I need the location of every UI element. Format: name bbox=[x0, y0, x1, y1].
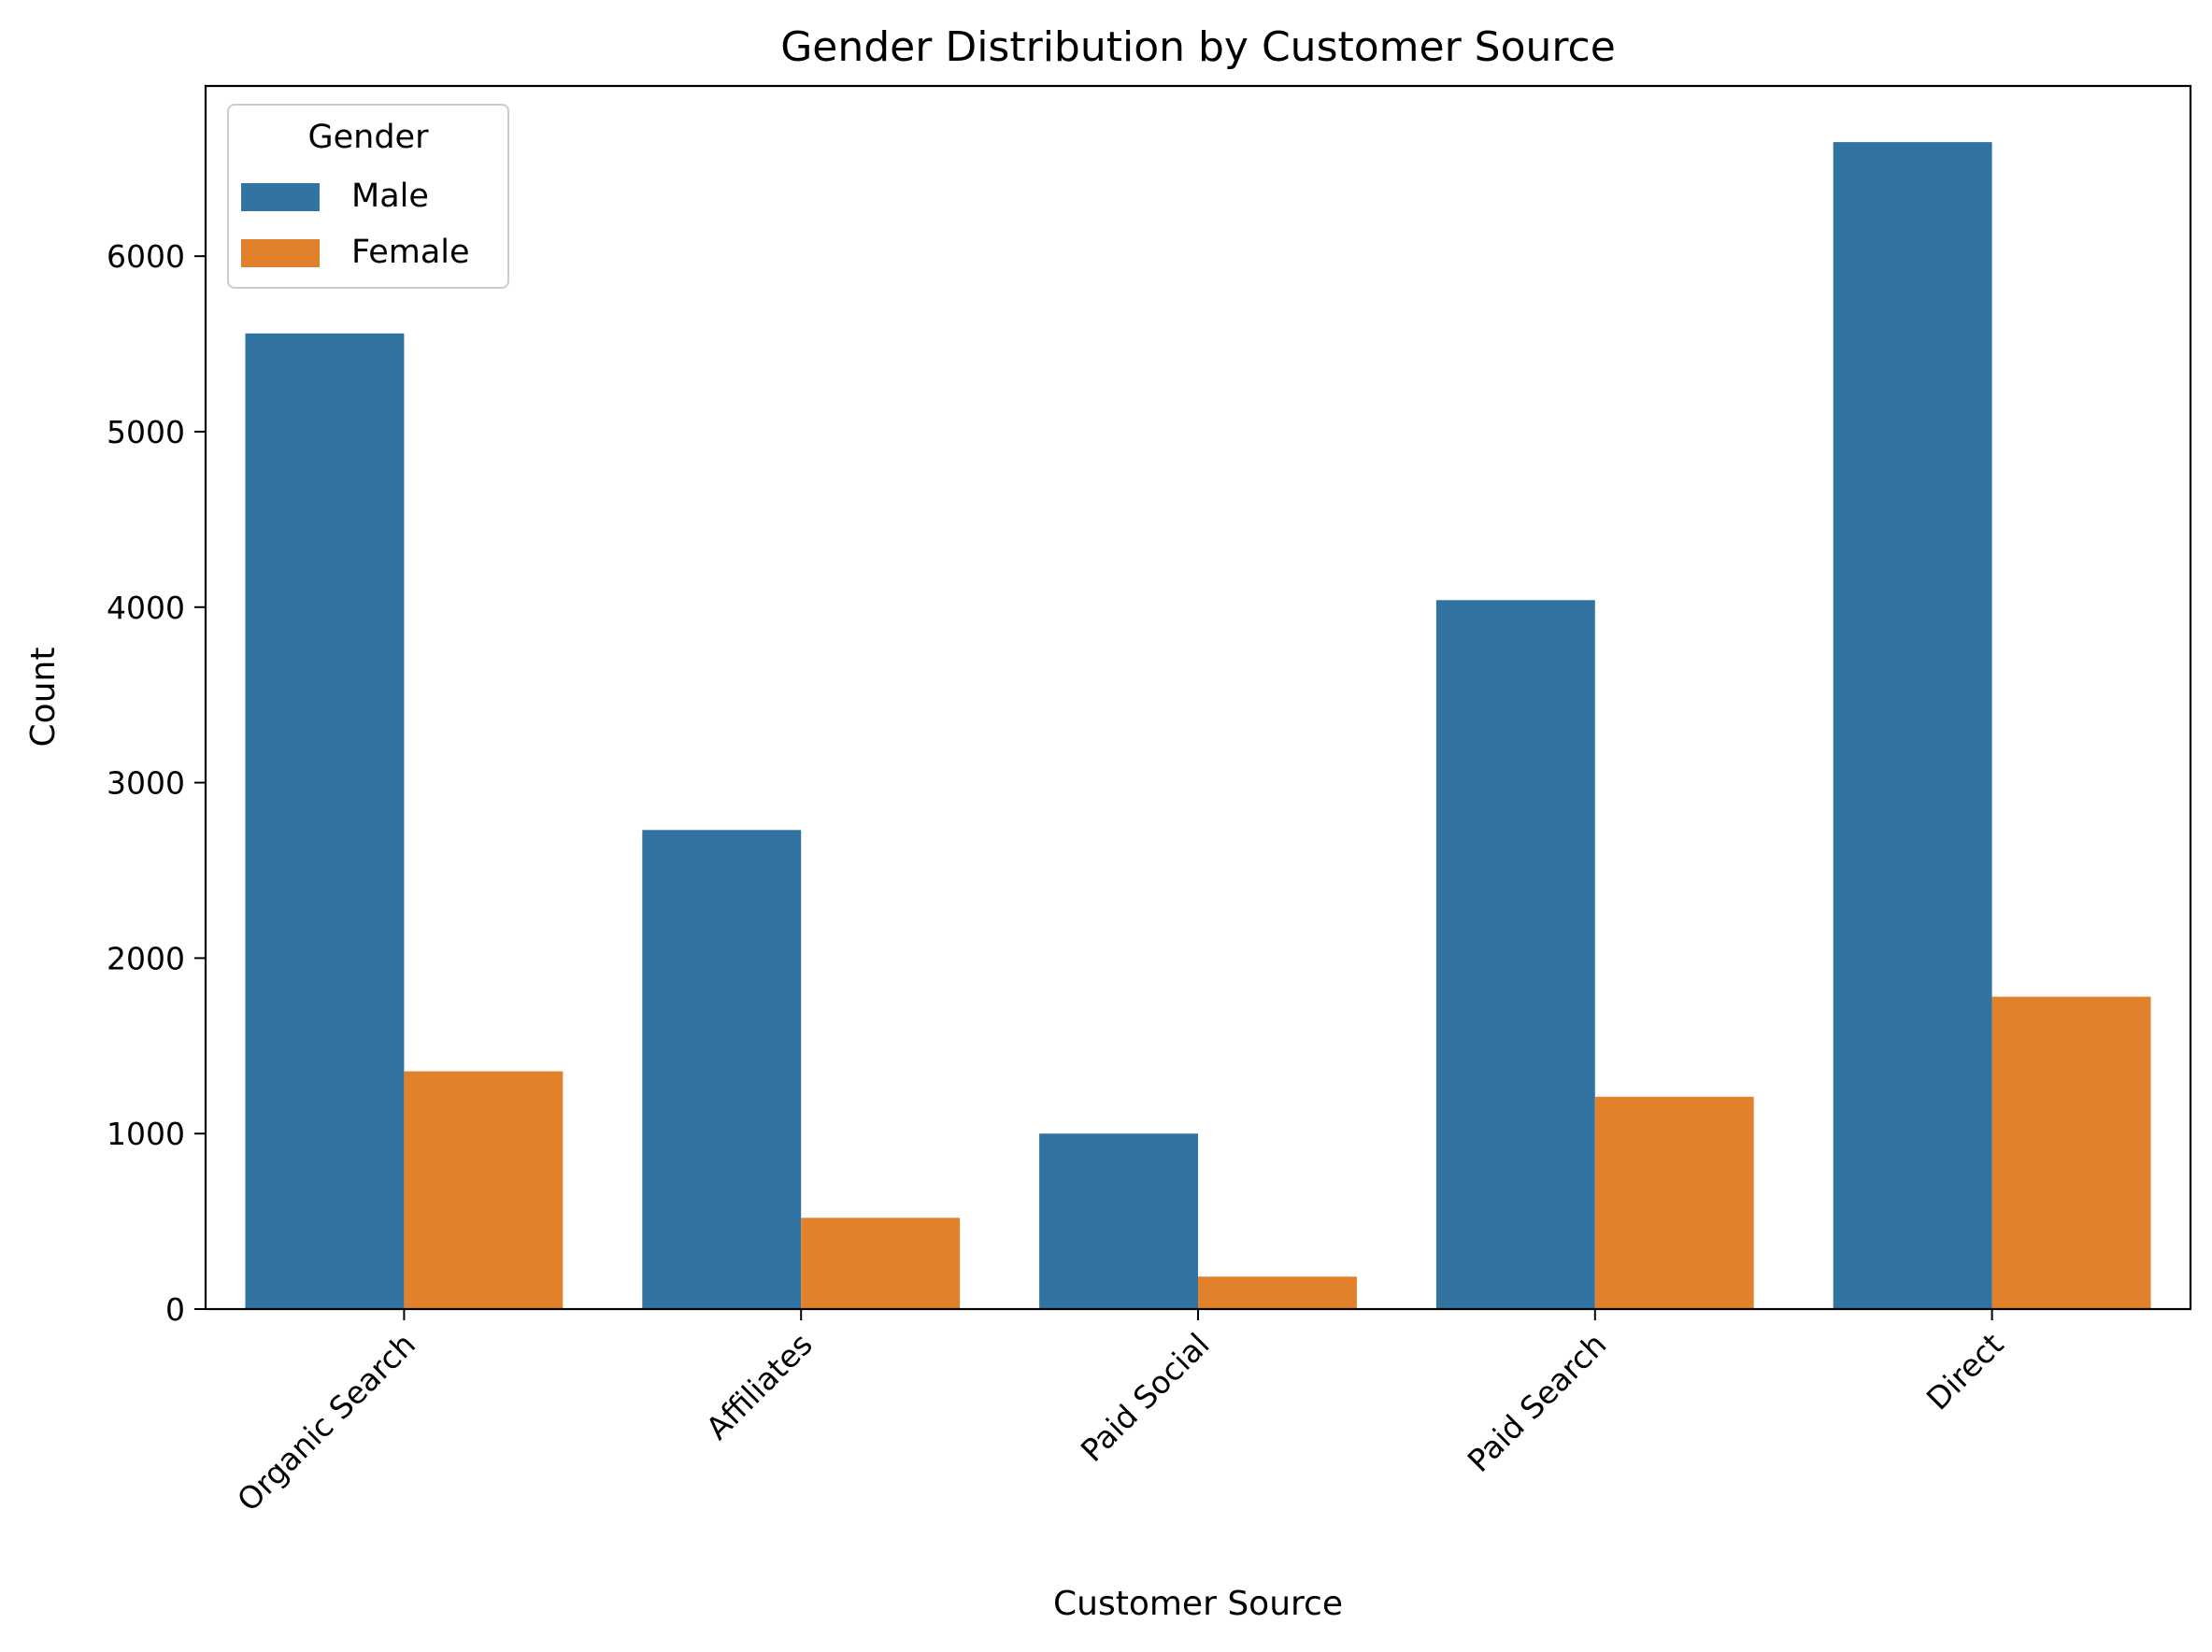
bar-male-affiliates bbox=[642, 830, 802, 1309]
y-axis-title: Count bbox=[24, 648, 63, 748]
bar-male-paid-social bbox=[1039, 1133, 1198, 1309]
bar-female-organic-search bbox=[404, 1071, 564, 1309]
y-tick-label: 0 bbox=[165, 1291, 185, 1328]
bar-male-paid-search bbox=[1435, 600, 1595, 1309]
legend-swatch-male bbox=[241, 183, 320, 211]
x-tick-label-paid-social: Paid Social bbox=[1074, 1326, 1217, 1469]
y-tick-label: 3000 bbox=[107, 765, 185, 802]
legend: Gender Male Female bbox=[227, 104, 509, 289]
x-tick-label-affiliates: Affiliates bbox=[699, 1326, 820, 1446]
y-axis: 0 1000 2000 3000 4000 5000 6000 bbox=[107, 238, 206, 1328]
legend-label-female: Female bbox=[351, 234, 470, 271]
y-tick-label: 2000 bbox=[107, 940, 185, 976]
y-tick-label: 4000 bbox=[107, 590, 185, 626]
x-tick-label-direct: Direct bbox=[1919, 1326, 2010, 1417]
x-tick-label-organic-search: Organic Search bbox=[230, 1326, 422, 1518]
y-tick-label: 1000 bbox=[107, 1116, 185, 1152]
legend-swatch-female bbox=[241, 239, 320, 267]
bar-male-direct bbox=[1833, 142, 1992, 1310]
legend-label-male: Male bbox=[351, 178, 429, 215]
x-axis: Organic Search Affiliates Paid Social Paid … bbox=[230, 1309, 2010, 1518]
bar-female-affiliates bbox=[801, 1218, 961, 1309]
y-tick-label: 6000 bbox=[107, 238, 185, 275]
bar-female-direct bbox=[1991, 996, 2151, 1309]
chart-title: Gender Distribution by Customer Source bbox=[780, 23, 1616, 71]
bars-group bbox=[245, 142, 2151, 1310]
bar-female-paid-search bbox=[1594, 1096, 1754, 1309]
x-tick-label-paid-search: Paid Search bbox=[1461, 1326, 1614, 1479]
x-axis-title: Customer Source bbox=[1053, 1585, 1343, 1623]
plot-frame bbox=[204, 84, 2192, 1311]
bar-female-paid-social bbox=[1198, 1276, 1357, 1309]
y-tick-label: 5000 bbox=[107, 414, 185, 450]
bar-male-organic-search bbox=[245, 333, 405, 1309]
legend-title: Gender bbox=[308, 119, 430, 156]
